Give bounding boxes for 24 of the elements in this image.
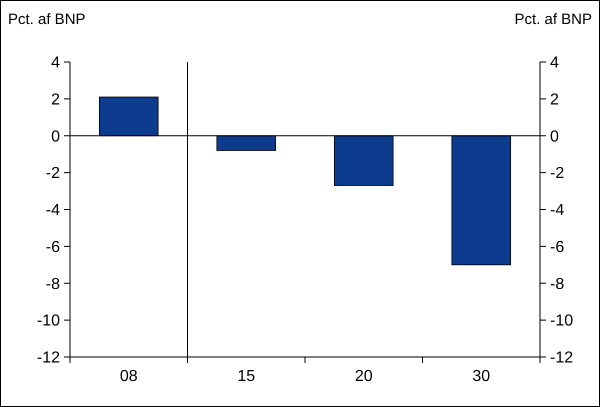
y2-tick-label: 4: [550, 54, 559, 72]
y-tick-label: -12: [36, 350, 60, 367]
y2-tick-label: -2: [550, 165, 564, 182]
y2-tick-label: -4: [550, 202, 564, 220]
x-tick-label: 20: [354, 368, 373, 385]
y2-tick-label: 0: [550, 128, 559, 146]
y-tick-label: 4: [51, 54, 60, 72]
y2-axis-title: Pct. af BNP: [514, 11, 592, 28]
y2-tick-label: -10: [550, 312, 574, 330]
y2-tick-label: -6: [550, 238, 564, 256]
y-tick-label: 0: [51, 128, 60, 146]
y-tick-label: -2: [46, 165, 60, 182]
y-axis-title: Pct. af BNP: [8, 11, 86, 28]
y-tick-label: -6: [46, 238, 60, 256]
x-tick-label: 08: [120, 368, 138, 385]
y2-tick-label: 2: [550, 91, 559, 108]
y2-tick-label: -12: [550, 350, 574, 367]
y-tick-label: -8: [46, 276, 60, 293]
x-tick-label: 30: [472, 368, 490, 385]
y-tick-label: -4: [46, 202, 60, 220]
y-tick-label: 2: [51, 91, 60, 108]
x-tick-label: 15: [237, 368, 256, 385]
y2-tick-label: -8: [550, 276, 564, 293]
y-tick-label: -10: [36, 312, 60, 330]
